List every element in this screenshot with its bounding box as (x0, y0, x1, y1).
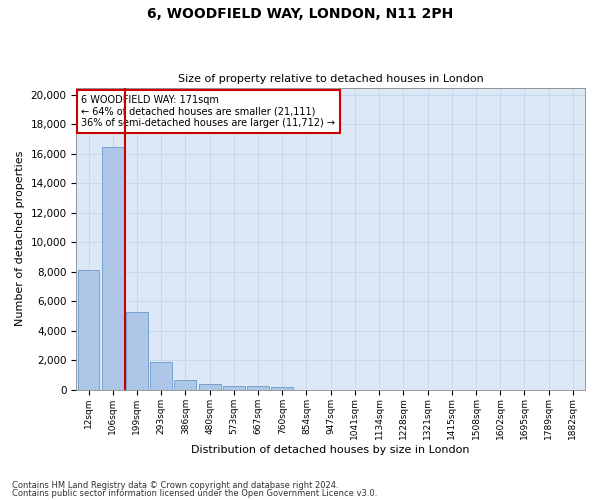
Bar (223, 386, 245, 390)
Text: Contains public sector information licensed under the Open Government Licence v3: Contains public sector information licen… (12, 488, 377, 498)
Y-axis label: Number of detached properties: Number of detached properties (15, 151, 25, 326)
Bar (150, 362, 172, 390)
Bar (126, 312, 148, 390)
Bar (102, 146, 124, 390)
Text: 6 WOODFIELD WAY: 171sqm
← 64% of detached houses are smaller (21,111)
36% of sem: 6 WOODFIELD WAY: 171sqm ← 64% of detache… (82, 95, 335, 128)
Title: Size of property relative to detached houses in London: Size of property relative to detached ho… (178, 74, 484, 84)
Bar (175, 380, 196, 390)
Bar (77, 270, 100, 390)
X-axis label: Distribution of detached houses by size in London: Distribution of detached houses by size … (191, 445, 470, 455)
Bar (247, 386, 269, 390)
Text: Contains HM Land Registry data © Crown copyright and database right 2024.: Contains HM Land Registry data © Crown c… (12, 481, 338, 490)
Bar (271, 387, 293, 390)
Text: 6, WOODFIELD WAY, LONDON, N11 2PH: 6, WOODFIELD WAY, LONDON, N11 2PH (147, 8, 453, 22)
Bar (199, 384, 221, 390)
